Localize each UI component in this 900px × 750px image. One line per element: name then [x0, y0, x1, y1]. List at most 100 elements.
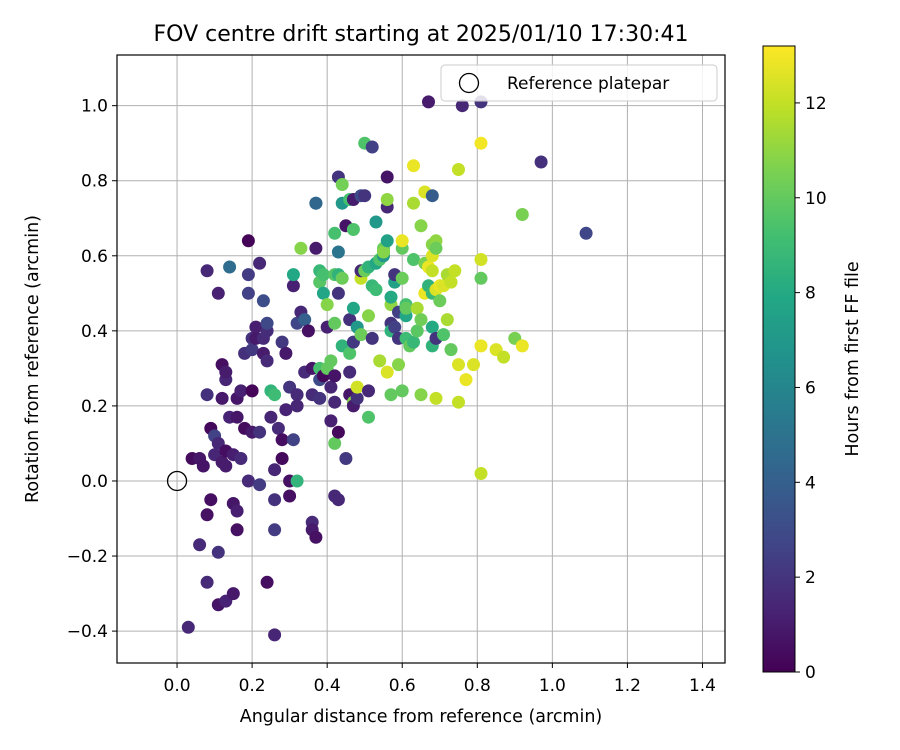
data-point: [286, 268, 300, 282]
colorbar: 0 2 4 6 8 10 12 Hours from first FF file: [762, 45, 863, 683]
legend-label: Reference platepar: [507, 74, 669, 94]
data-point: [320, 298, 334, 312]
data-point: [260, 316, 274, 330]
data-point: [474, 136, 488, 150]
data-point: [253, 425, 267, 439]
x-tick-label: 1.4: [689, 676, 716, 696]
data-point: [264, 410, 278, 424]
data-point: [290, 399, 304, 413]
data-point: [324, 380, 338, 394]
data-point: [395, 384, 409, 398]
y-axis-label: Rotation from reference (arcmin): [23, 215, 43, 503]
legend-marker: [458, 72, 480, 94]
data-point: [200, 264, 214, 278]
data-point: [309, 241, 323, 255]
data-point: [241, 474, 255, 488]
data-point: [275, 433, 289, 447]
data-point: [331, 425, 345, 439]
data-point: [335, 178, 349, 191]
data-point: [350, 391, 364, 405]
data-point: [452, 358, 465, 372]
data-point: [414, 388, 428, 402]
data-point: [226, 587, 240, 601]
data-point: [301, 324, 315, 338]
data-point: [474, 467, 488, 480]
x-tick-label: 0.4: [314, 676, 341, 696]
data-point: [286, 433, 300, 447]
chart-title: FOV centre drift starting at 2025/01/10 …: [154, 22, 689, 47]
data-point: [286, 279, 300, 293]
data-point: [437, 328, 450, 342]
data-point: [362, 384, 375, 398]
plot-frame: [116, 54, 726, 664]
data-point: [200, 575, 214, 589]
data-point: [407, 335, 420, 349]
data-point: [452, 163, 465, 176]
data-point: [324, 354, 338, 368]
data-point: [425, 264, 439, 278]
data-point: [335, 271, 349, 285]
data-point: [425, 189, 439, 203]
x-axis-label: Angular distance from reference (arcmin): [240, 707, 603, 727]
data-point: [223, 260, 237, 274]
data-point: [328, 316, 342, 330]
data-point: [380, 234, 394, 248]
data-point: [309, 196, 323, 210]
x-tick-label: 0.8: [464, 676, 491, 696]
data-point: [253, 256, 267, 270]
data-point: [407, 159, 420, 173]
data-point: [350, 380, 364, 394]
colorbar-tick-label: 2: [805, 568, 816, 588]
data-point: [444, 275, 458, 289]
data-point: [219, 459, 233, 473]
data-point: [384, 290, 398, 304]
data-point: [362, 309, 375, 323]
data-point: [433, 294, 447, 308]
data-point: [354, 328, 368, 342]
data-point: [275, 335, 289, 349]
data-point: [339, 452, 353, 465]
data-point: [395, 234, 409, 248]
legend: Reference platepar: [440, 64, 718, 102]
data-point: [181, 620, 195, 634]
data-point: [380, 193, 394, 206]
y-tick-label: 0.2: [81, 397, 108, 417]
data-point: [346, 223, 360, 236]
data-point: [211, 545, 225, 559]
data-point: [268, 388, 282, 402]
data-point: [534, 155, 548, 169]
data-point: [324, 414, 338, 428]
data-point: [410, 324, 424, 338]
data-point: [200, 388, 214, 402]
data-point: [373, 354, 387, 368]
grid-lines: [117, 55, 725, 663]
data-point: [474, 253, 488, 266]
data-point: [380, 365, 394, 379]
colorbar-gradient: [762, 45, 796, 673]
data-point: [429, 391, 443, 405]
data-point: [440, 313, 454, 327]
data-point: [448, 264, 462, 278]
data-point: [271, 421, 285, 435]
data-point: [316, 268, 330, 282]
data-point: [204, 493, 218, 507]
data-point: [365, 331, 379, 345]
data-point: [313, 391, 327, 405]
colorbar-tick-label: 12: [805, 94, 827, 114]
data-point: [328, 226, 342, 240]
data-point: [234, 384, 248, 398]
x-axis-ticks: 0.0 0.2 0.4 0.6 0.8 1.0 1.2 1.4: [164, 663, 716, 696]
reference-platepar-marker: [166, 470, 188, 492]
data-point: [268, 463, 282, 477]
data-point: [268, 493, 282, 507]
data-point: [579, 226, 593, 240]
data-point: [245, 343, 259, 357]
colorbar-tick-label: 0: [805, 663, 816, 683]
colorbar-tick-label: 4: [805, 473, 816, 493]
data-point: [275, 452, 289, 465]
data-point: [279, 346, 293, 360]
data-point: [384, 388, 398, 402]
x-tick-label: 0.6: [389, 676, 416, 696]
data-point: [392, 358, 405, 372]
y-axis-ticks: −0.4 −0.2 0.0 0.2 0.4 0.6 0.8 1.0: [67, 97, 117, 642]
